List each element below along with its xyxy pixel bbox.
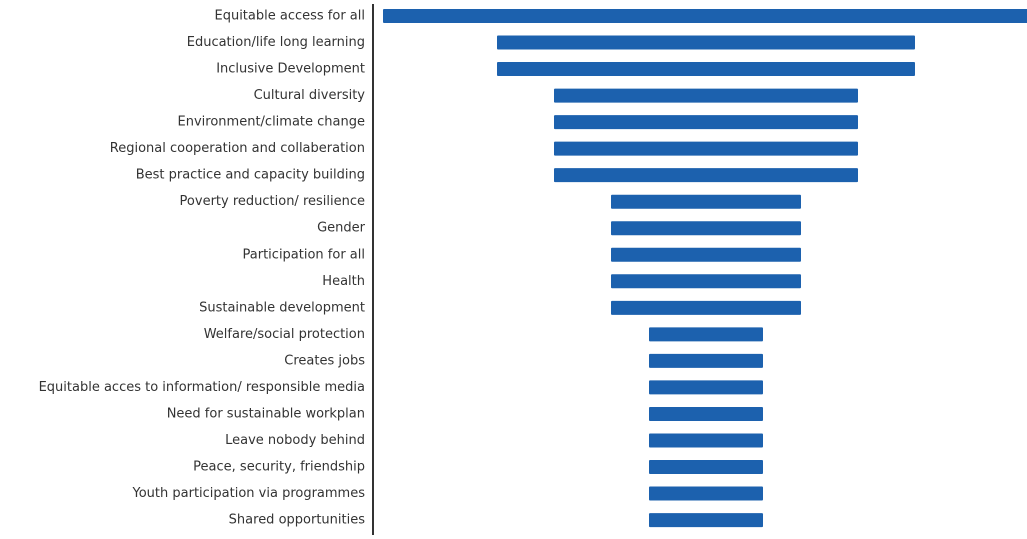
- category-label: Participation for all: [243, 247, 365, 262]
- category-label: Education/life long learning: [187, 35, 365, 50]
- category-label: Creates jobs: [284, 353, 365, 368]
- bar: [611, 300, 801, 315]
- category-label: Peace, security, friendship: [193, 460, 365, 475]
- bar: [383, 9, 1027, 23]
- category-label: Welfare/social protection: [204, 327, 365, 342]
- bar: [649, 433, 763, 448]
- category-label: Shared opportunities: [229, 513, 366, 528]
- category-label: Inclusive Development: [216, 62, 365, 77]
- category-label: Equitable access for all: [214, 9, 365, 24]
- category-label: Leave nobody behind: [225, 433, 365, 448]
- category-label: Sustainable development: [199, 300, 365, 315]
- category-label: Need for sustainable workplan: [167, 406, 365, 421]
- bar: [649, 406, 763, 421]
- bar: [611, 247, 801, 262]
- category-label: Cultural diversity: [254, 88, 366, 103]
- bar: [649, 486, 763, 501]
- bar: [554, 88, 858, 103]
- bar: [497, 35, 915, 50]
- category-label: Regional cooperation and collaberation: [110, 141, 365, 156]
- category-label: Equitable acces to information/ responsi…: [39, 380, 365, 395]
- bar: [611, 221, 801, 236]
- category-label: Environment/climate change: [178, 115, 365, 130]
- bar: [611, 194, 801, 209]
- category-label: Poverty reduction/ resilience: [180, 194, 365, 209]
- bar: [649, 353, 763, 368]
- bar: [554, 168, 858, 183]
- bar: [649, 327, 763, 342]
- bar: [649, 460, 763, 475]
- category-label: Best practice and capacity building: [136, 168, 365, 183]
- bar: [554, 115, 858, 130]
- bar: [554, 141, 858, 156]
- category-label: Gender: [317, 221, 366, 236]
- category-label: Youth participation via programmes: [132, 486, 366, 501]
- bar: [497, 62, 915, 77]
- bar: [649, 513, 763, 528]
- bar: [649, 380, 763, 395]
- bar: [611, 274, 801, 289]
- category-label: Health: [322, 274, 365, 289]
